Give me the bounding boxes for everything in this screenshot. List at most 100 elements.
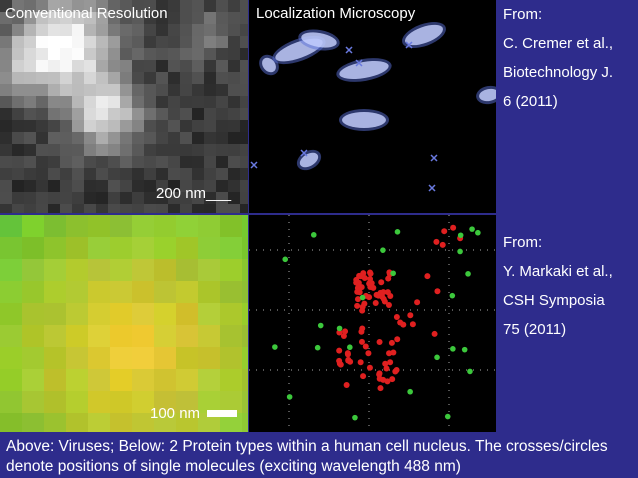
pixel [0,413,22,432]
pixel [120,168,132,180]
pixel [228,60,240,72]
pixel [44,325,66,347]
pixel [48,204,60,213]
pixel [48,156,60,168]
pixel [24,60,36,72]
pixel [84,12,96,24]
pixel [192,96,204,108]
cross [250,161,258,169]
blob [342,112,386,128]
pixel [204,120,216,132]
pixel [88,369,110,391]
pixel [240,96,248,108]
red-molecule [382,360,389,367]
pixel [24,108,36,120]
pixel [120,12,132,24]
red-molecule [393,314,400,321]
pixel [110,237,132,259]
red-molecule [366,364,373,371]
pixel [84,0,96,12]
red-molecule [388,339,395,346]
pixel [110,281,132,303]
pixel [12,120,24,132]
pixel [204,180,216,192]
pixel [132,36,144,48]
pixel [48,180,60,192]
pixel [120,156,132,168]
pixel [198,215,220,237]
pixel [96,120,108,132]
pixel [220,259,242,281]
pixel [0,281,22,303]
pixel [168,84,180,96]
red-molecule [378,279,385,286]
pixel [48,192,60,204]
pixel [204,144,216,156]
source-line: Biotechnology J. [503,64,614,81]
pixel [156,12,168,24]
source: From: Y. Markaki et al., CSH Symposia 75… [503,234,613,350]
pixel [0,215,22,237]
pixel [36,0,48,12]
pixel [144,36,156,48]
pixel [0,391,22,413]
pixel [22,281,44,303]
pixel [96,72,108,84]
pixel [220,237,242,259]
pixel [110,259,132,281]
red-molecule [377,385,384,392]
pixel [24,120,36,132]
pixel [168,108,180,120]
pixel [60,72,72,84]
pixel [132,96,144,108]
pixel [240,72,248,84]
pixel [36,132,48,144]
pixel [72,96,84,108]
pixel [84,144,96,156]
pixel [72,180,84,192]
pixel [96,36,108,48]
pixel [36,12,48,24]
pixel [204,108,216,120]
pixel [108,144,120,156]
source: From: C. Cremer et al., Biotechnology J.… [503,6,613,122]
pixel [108,36,120,48]
pixel [180,72,192,84]
pixel [220,391,242,413]
pixel [242,413,248,432]
pixel [216,108,228,120]
red-molecule [361,300,368,307]
pixel [84,180,96,192]
red-molecule [450,224,457,231]
pixel [228,48,240,60]
pixel [48,36,60,48]
pixel [72,36,84,48]
pixel [228,204,240,213]
pixel [228,36,240,48]
pixel [88,325,110,347]
red-molecule [424,273,431,280]
pixel [108,0,120,12]
pixel [156,192,168,204]
pixel [156,36,168,48]
cross [405,41,413,49]
blob [301,32,337,48]
pixel [156,48,168,60]
pixel [0,303,22,325]
background [249,215,496,432]
pixel [48,132,60,144]
pixel [84,84,96,96]
pixel [108,96,120,108]
pixel [156,0,168,12]
pixel [168,168,180,180]
pixel [88,303,110,325]
pixel [198,413,220,432]
pixel [144,168,156,180]
pixel [216,204,228,213]
pixel [228,0,240,12]
pixel [216,96,228,108]
pixel [66,369,88,391]
pixel [192,48,204,60]
scale-bar-label: 200 nm___ [156,185,232,202]
